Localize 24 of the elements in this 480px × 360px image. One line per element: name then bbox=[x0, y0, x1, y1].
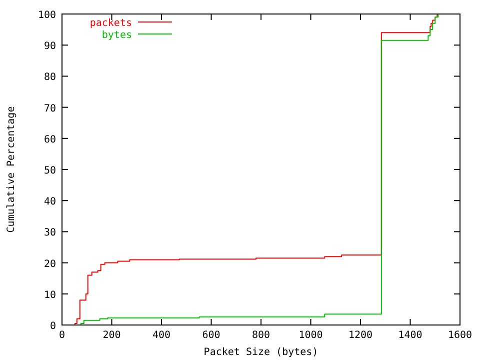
x-tick-label: 800 bbox=[252, 330, 270, 341]
x-axis-title: Packet Size (bytes) bbox=[204, 347, 318, 358]
x-tick-label: 1200 bbox=[348, 330, 373, 341]
x-tick-label: 1400 bbox=[398, 330, 422, 341]
y-tick-label: 100 bbox=[38, 10, 56, 21]
x-tick-label: 200 bbox=[102, 330, 121, 341]
x-tick-label: 1600 bbox=[448, 330, 472, 341]
y-tick-label: 10 bbox=[44, 290, 56, 301]
y-tick-label: 60 bbox=[44, 134, 56, 146]
legend-label: bytes bbox=[102, 30, 132, 41]
y-tick-label: 70 bbox=[44, 103, 56, 114]
x-tick-label: 1000 bbox=[298, 330, 323, 341]
y-tick-label: 90 bbox=[44, 41, 56, 52]
y-tick-label: 80 bbox=[44, 72, 56, 84]
y-tick-label: 30 bbox=[44, 228, 56, 239]
legend-label: packets bbox=[90, 18, 132, 29]
y-tick-label: 20 bbox=[44, 258, 56, 270]
y-tick-label: 50 bbox=[44, 166, 56, 176]
x-tick-label: 400 bbox=[152, 330, 171, 341]
y-axis-title: Cumulative Percentage bbox=[6, 106, 17, 233]
y-tick-label: 0 bbox=[50, 321, 56, 332]
x-tick-label: 0 bbox=[58, 330, 66, 341]
x-tick-label: 600 bbox=[202, 330, 220, 341]
y-tick-label: 40 bbox=[44, 196, 56, 208]
